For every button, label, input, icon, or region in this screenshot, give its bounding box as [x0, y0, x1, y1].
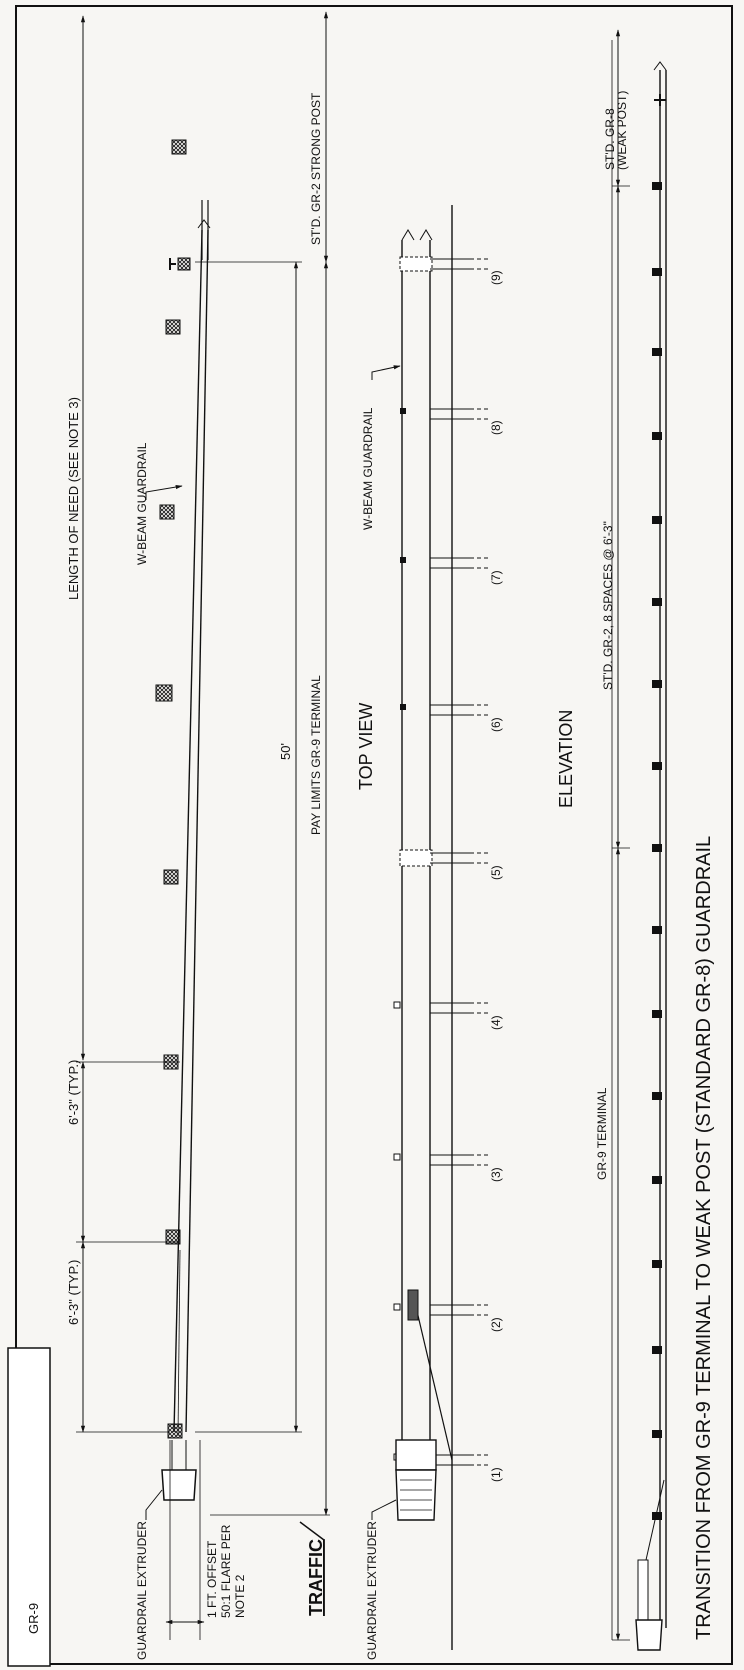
- post-number-labels: (9) (8) (7) (6) (5) (4) (3) (2) (1): [489, 270, 503, 1482]
- weak-post-label-2: (WEAK POST): [615, 91, 629, 170]
- post-label-3: (3): [489, 1167, 503, 1182]
- elevation-title: ELEVATION: [556, 710, 576, 808]
- post-label-9: (9): [489, 270, 503, 285]
- extruder-head-elevation: [395, 1439, 437, 1521]
- guardrail-extruder-label-elevation: GUARDRAIL EXTRUDER: [365, 1521, 379, 1660]
- post-label-6: (6): [489, 717, 503, 732]
- post-label-4: (4): [489, 1015, 503, 1030]
- sheet-id: GR-9: [26, 1603, 41, 1634]
- extruder-head-transition: [635, 1479, 665, 1651]
- strong-post-label: ST'D. GR-2 STRONG POST: [309, 92, 323, 245]
- offset-note-line2: 50:1 FLARE PER: [219, 1524, 233, 1618]
- post-label-8: (8): [489, 420, 503, 435]
- traffic-label: TRAFFIC: [306, 1539, 326, 1616]
- offset-note-line1: 1 FT. OFFSET: [205, 1540, 219, 1618]
- w-beam-rail-edge: [173, 229, 203, 1433]
- spacing-label-b: 6'-3" (TYP.): [66, 1260, 81, 1325]
- elevation-view: (9) (8) (7) (6) (5) (4) (3) (2) (1) W-BE…: [361, 205, 576, 1660]
- post-label-5: (5): [489, 865, 503, 880]
- post-label-7: (7): [489, 570, 503, 585]
- transition-posts: [652, 182, 662, 1520]
- transition-title: TRANSITION FROM GR-9 TERMINAL TO WEAK PO…: [693, 836, 715, 1640]
- extruder-head-top: [161, 1249, 197, 1501]
- top-view: LENGTH OF NEED (SEE NOTE 3) 6'-3" (TYP.)…: [66, 11, 376, 1660]
- top-view-posts: [155, 139, 191, 1439]
- top-view-title: TOP VIEW: [356, 703, 376, 790]
- w-beam-label-top: W-BEAM GUARDRAIL: [135, 442, 149, 565]
- pay-limits-label: PAY LIMITS GR-9 TERMINAL: [309, 675, 323, 835]
- guardrail-extruder-label-top: GUARDRAIL EXTRUDER: [135, 1521, 149, 1660]
- title-block: [7, 1347, 51, 1667]
- fifty-foot-label: 50': [278, 743, 293, 760]
- elevation-posts: [393, 256, 488, 1466]
- weak-post-label-1: ST'D. GR-8: [603, 108, 617, 170]
- transition-view: ST'D. GR-8 (WEAK POST) ST'D. GR-2, 8 SPA…: [595, 29, 715, 1651]
- gr9-terminal-label: GR-9 TERMINAL: [595, 1087, 609, 1180]
- offset-note-line3: NOTE 2: [233, 1574, 247, 1618]
- w-beam-rail-edge: [185, 229, 209, 1433]
- post-label-2: (2): [489, 1317, 503, 1332]
- sheet-border: [15, 5, 733, 1665]
- spacing-label-a: 6'-3" (TYP.): [66, 1060, 81, 1125]
- length-of-need-label: LENGTH OF NEED (SEE NOTE 3): [66, 397, 81, 600]
- spaces-label: ST'D. GR-2, 8 SPACES @ 6'-3": [601, 521, 615, 690]
- post-label-1: (1): [489, 1467, 503, 1482]
- w-beam-label-elevation: W-BEAM GUARDRAIL: [361, 407, 375, 530]
